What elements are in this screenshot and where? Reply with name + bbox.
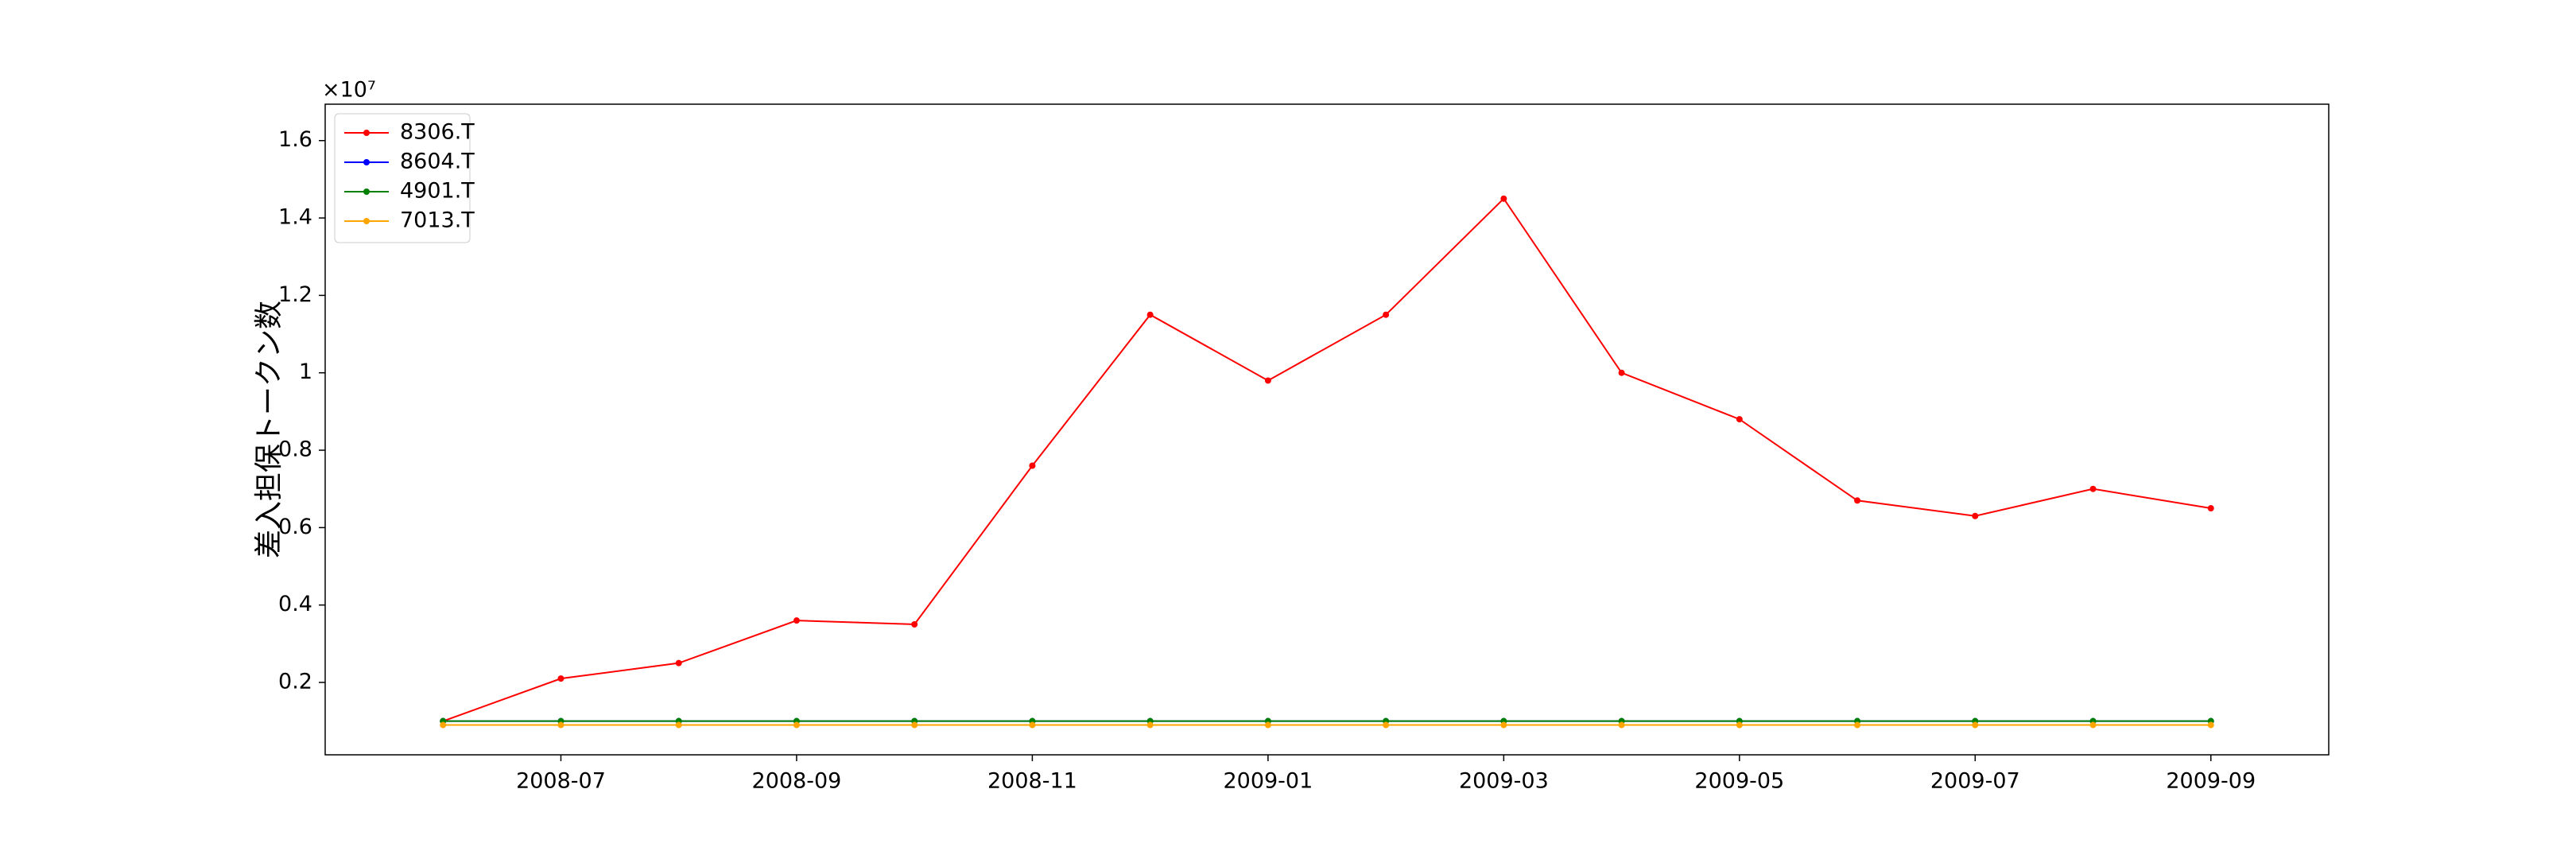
plot-frame: [324, 103, 2330, 756]
data-point: [675, 721, 682, 729]
data-point: [1972, 512, 1979, 519]
data-point: [1854, 721, 1861, 729]
legend-box: [334, 113, 471, 243]
x-tick-label: 2008-07: [516, 769, 606, 794]
data-point: [1736, 416, 1743, 423]
legend-label: 8306.T: [400, 120, 475, 145]
legend-marker: [363, 189, 370, 195]
legend-marker: [363, 130, 370, 136]
data-point: [1146, 311, 1154, 318]
data-point: [440, 721, 447, 729]
data-point: [911, 621, 918, 628]
y-tick-label: 1: [299, 360, 312, 384]
data-point: [911, 721, 918, 729]
data-point: [1383, 311, 1390, 318]
data-point: [793, 617, 800, 624]
data-point: [1618, 369, 1625, 376]
data-point: [1264, 377, 1271, 384]
y-tick-label: 0.6: [278, 515, 312, 539]
y-tick-label: 0.8: [278, 437, 312, 462]
y-axis-label: 差入担保トークン数: [253, 301, 285, 558]
data-point: [2089, 721, 2097, 729]
x-tick-label: 2008-09: [752, 769, 842, 794]
legend-marker: [363, 159, 370, 165]
x-tick-label: 2009-05: [1694, 769, 1784, 794]
data-point: [1618, 721, 1625, 729]
data-point: [1500, 195, 1507, 202]
data-point: [2207, 505, 2214, 512]
data-point: [1264, 721, 1271, 729]
y-offset-label: ×10⁷: [322, 78, 376, 103]
x-tick-label: 2009-01: [1223, 769, 1313, 794]
data-point: [1736, 721, 1743, 729]
y-tick-label: 1.2: [278, 282, 312, 307]
data-point: [1029, 462, 1036, 469]
data-point: [1854, 497, 1861, 504]
legend-label: 4901.T: [400, 179, 475, 204]
data-point: [2089, 485, 2097, 492]
data-point: [2207, 721, 2214, 729]
data-point: [1029, 721, 1036, 729]
x-tick-label: 2009-07: [1930, 769, 2020, 794]
data-point: [1500, 721, 1507, 729]
data-point: [557, 721, 564, 729]
data-point: [1383, 721, 1390, 729]
data-point: [1146, 721, 1154, 729]
y-tick-label: 1.6: [278, 127, 312, 152]
x-tick-label: 2009-03: [1459, 769, 1549, 794]
series-line: [442, 197, 2211, 722]
x-tick-label: 2009-09: [2166, 769, 2256, 794]
legend-marker: [363, 218, 370, 224]
data-point: [675, 659, 682, 667]
y-tick-label: 0.2: [278, 670, 312, 694]
data-point: [793, 721, 800, 729]
data-point: [557, 675, 564, 682]
y-tick-label: 1.4: [278, 205, 312, 230]
data-point: [1972, 721, 1979, 729]
x-tick-label: 2008-11: [987, 769, 1077, 794]
legend-label: 8604.T: [400, 150, 475, 174]
y-tick-label: 0.4: [278, 592, 312, 616]
legend-label: 7013.T: [400, 208, 475, 233]
